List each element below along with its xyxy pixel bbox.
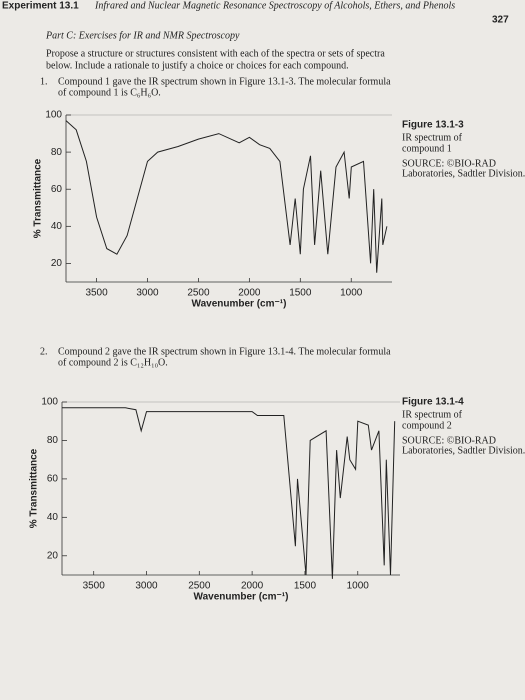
x-axis-label: Wavenumber (cm⁻¹) — [192, 299, 287, 310]
x-axis-label: Wavenumber (cm⁻¹) — [194, 592, 289, 603]
y-tick-label: 60 — [47, 474, 59, 485]
page-number: 327 — [492, 15, 509, 26]
x-tick-label: 1500 — [289, 288, 312, 299]
figure-source: SOURCE: ©BIO-RAD — [402, 158, 496, 169]
experiment: Experiment 13.1 — [2, 1, 79, 12]
figure-caption: compound 1 — [402, 143, 452, 154]
x-tick-label: 1000 — [340, 288, 363, 299]
y-tick-label: 20 — [51, 258, 63, 269]
y-tick-label: 100 — [45, 110, 62, 121]
y-tick-label: 80 — [51, 147, 63, 158]
x-tick-label: 2000 — [238, 288, 261, 299]
x-tick-label: 2000 — [241, 581, 264, 592]
item-line: of compound 1 is C₆H₆O. — [58, 87, 161, 98]
x-tick-label: 3000 — [136, 288, 159, 299]
running-title: Infrared and Nuclear Magnetic Resonance … — [94, 0, 455, 11]
figure-source: Laboratories, Sadtler Division. — [402, 168, 525, 179]
y-tick-label: 40 — [51, 221, 63, 232]
y-tick-label: 40 — [47, 512, 59, 523]
intro-line: Propose a structure or structures consis… — [46, 48, 385, 59]
x-tick-label: 1000 — [347, 581, 370, 592]
x-tick-label: 3000 — [135, 581, 158, 592]
y-axis-label: % Transmittance — [29, 448, 40, 528]
item-number: 1. — [40, 76, 48, 87]
item-line: Compound 2 gave the IR spectrum shown in… — [58, 346, 391, 357]
figure-source: SOURCE: ©BIO-RAD — [402, 435, 496, 446]
figure-caption: IR spectrum of — [402, 409, 463, 420]
y-tick-label: 20 — [47, 550, 59, 561]
y-tick-label: 100 — [41, 397, 58, 408]
spectrum-line — [62, 407, 396, 579]
intro-line: below. Include a rationale to justify a … — [46, 60, 349, 71]
y-axis-label: % Transmittance — [33, 158, 44, 238]
figure-source: Laboratories, Sadtler Division. — [402, 445, 525, 456]
y-tick-label: 60 — [51, 184, 63, 195]
x-tick-label: 2500 — [187, 288, 210, 299]
figure-label: Figure 13.1-3 — [402, 120, 464, 131]
x-tick-label: 2500 — [188, 581, 211, 592]
item-line: Compound 1 gave the IR spectrum shown in… — [58, 76, 391, 87]
figure-label: Figure 13.1-4 — [402, 397, 464, 408]
y-tick-label: 80 — [47, 435, 59, 446]
x-tick-label: 3500 — [83, 581, 106, 592]
figure-caption: compound 2 — [402, 420, 452, 431]
figure-caption: IR spectrum of — [402, 132, 463, 143]
x-tick-label: 1500 — [294, 581, 317, 592]
x-tick-label: 3500 — [85, 288, 108, 299]
item-number: 2. — [40, 346, 48, 357]
item-line: of compound 2 is C₁₂H₁₀O. — [58, 357, 168, 368]
spectrum-line — [65, 120, 388, 273]
section-title: Part C: Exercises for IR and NMR Spectro… — [45, 30, 240, 41]
